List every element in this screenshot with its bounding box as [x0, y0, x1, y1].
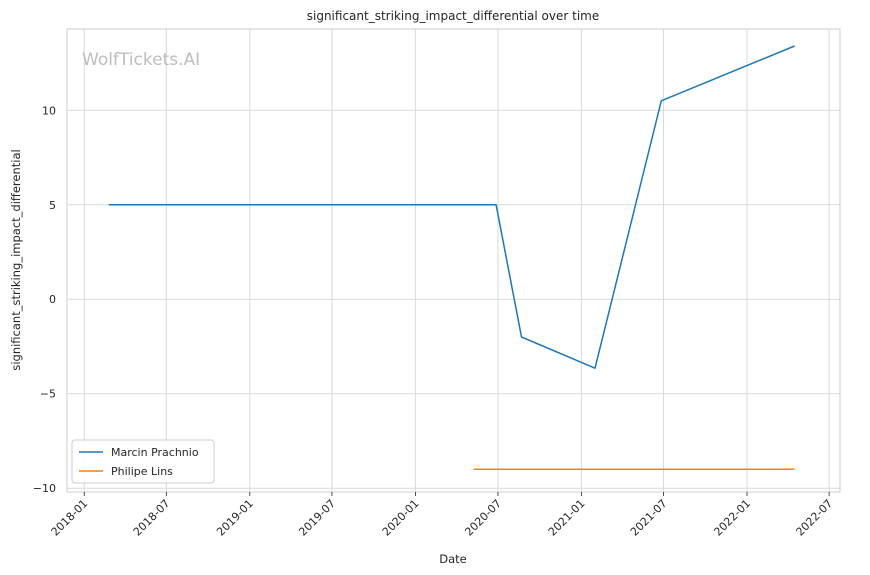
x-tick-label: 2022-01 [711, 497, 753, 539]
y-tick-label: 0 [49, 293, 56, 306]
x-axis-ticks: 2018-01 2018-07 2019-01 2019-07 2020-01 2020-… [49, 492, 836, 539]
x-tick-label: 2021-07 [628, 497, 670, 539]
watermark: WolfTickets.AI [82, 50, 200, 70]
chart-title: significant_striking_impact_differential… [307, 9, 599, 23]
x-tick-label: 2022-07 [794, 497, 836, 539]
y-tick-label: −10 [33, 482, 56, 495]
y-tick-label: −5 [40, 388, 56, 401]
legend-label-philipe-lins: Philipe Lins [111, 465, 173, 478]
series-lines [108, 45, 795, 471]
x-tick-label: 2019-01 [214, 497, 256, 539]
x-tick-label: 2020-01 [380, 497, 422, 539]
x-tick-label: 2018-01 [49, 497, 91, 539]
plot-area-frame [66, 28, 841, 493]
y-tick-label: 5 [49, 199, 56, 212]
legend-label-marcin-prachnio: Marcin Prachnio [111, 446, 199, 459]
y-axis-ticks: −10 −5 0 5 10 [33, 104, 56, 495]
y-tick-label: 10 [42, 104, 56, 117]
x-tick-label: 2019-07 [296, 497, 338, 539]
x-tick-label: 2018-07 [131, 497, 173, 539]
x-tick-label: 2020-07 [462, 497, 504, 539]
grid [67, 29, 840, 492]
legend: Marcin Prachnio Philipe Lins [71, 439, 215, 484]
y-axis-label: significant_striking_impact_differential [9, 149, 23, 370]
series-line-marcin-prachnio [108, 45, 795, 369]
legend-box [71, 439, 215, 484]
x-tick-label: 2021-01 [546, 497, 588, 539]
x-axis-label: Date [439, 552, 467, 566]
